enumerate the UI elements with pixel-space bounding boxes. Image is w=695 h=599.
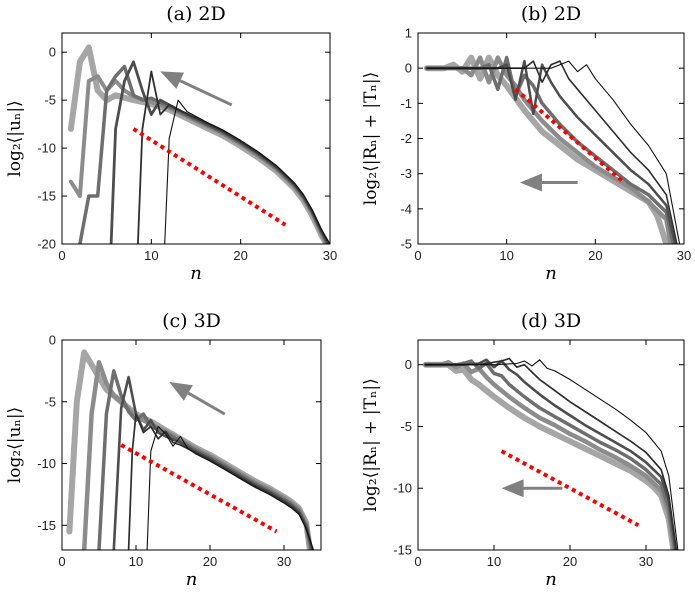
y-tick-label: 0: [405, 61, 412, 76]
panel-c: 0 10 20 30 0 -5 -10 -15 (c) 3D n log₂⟨|uₙ|⟩: [5, 310, 322, 590]
arrow-shaft: [187, 391, 226, 416]
x-tick-label: 10: [144, 248, 158, 263]
x-axis-label: n: [186, 569, 198, 590]
y-tick-label: -5: [400, 237, 412, 252]
reference-slope-line: [132, 127, 287, 227]
x-tick-label: 20: [588, 248, 602, 263]
y-tick-label: 0: [405, 357, 412, 372]
panel-d: 0 10 20 30 0 -5 -10 -15 (d) 3D n log₂⟨|Rₙ| + |Tₙ|⟩: [361, 310, 685, 590]
series-curve-4: [112, 375, 314, 550]
panel-a: 0 10 20 30 0 -5 -10 -15 -20 (a) 2D n log₂⟨|uₙ|⟩: [5, 3, 337, 284]
series-curve-5: [127, 413, 314, 550]
y-axis-label: log₂⟨|uₙ|⟩: [5, 100, 25, 176]
series-curve-5: [137, 70, 330, 244]
plot-area: [423, 54, 681, 244]
y-tick-label: -3: [400, 166, 412, 181]
axes-frame: [417, 339, 685, 551]
reference-slope-line: [120, 443, 278, 534]
series-curve-1: [67, 44, 330, 244]
x-tick-label: 30: [677, 248, 691, 263]
series-curve-4: [109, 60, 330, 244]
series-curve-4: [424, 358, 677, 550]
y-tick-label: -10: [393, 481, 412, 496]
x-tick-label: 30: [277, 554, 291, 569]
series-curve-1: [423, 54, 670, 244]
y-tick-label: -15: [37, 518, 56, 533]
y-axis-label: log₂⟨|uₙ|⟩: [5, 407, 25, 483]
chart-title: (a) 2D: [166, 3, 226, 25]
y-tick-label: 1: [405, 26, 412, 41]
x-axis-label: n: [545, 569, 557, 590]
plot-area: [66, 349, 315, 550]
arrow-head: [501, 479, 524, 498]
series-curve-6: [164, 99, 330, 244]
y-tick-label: -4: [400, 201, 412, 216]
series-curve-3: [97, 369, 314, 550]
y-tick-label: -5: [44, 93, 56, 108]
y-tick-label: -5: [44, 394, 56, 409]
x-tick-label: 20: [203, 554, 217, 569]
arrow-head: [169, 382, 193, 401]
plot-area: [67, 44, 330, 244]
x-tick-label: 30: [323, 248, 337, 263]
x-tick-label: 10: [487, 554, 501, 569]
arrow-shaft: [179, 79, 233, 107]
x-tick-label: 20: [563, 554, 577, 569]
y-axis-label: log₂⟨|Rₙ| + |Tₙ|⟩: [361, 72, 381, 205]
y-tick-label: -20: [37, 237, 56, 252]
x-tick-label: 10: [499, 248, 513, 263]
x-tick-label: 0: [414, 248, 421, 263]
series-curve-6: [146, 425, 315, 550]
series-curve-6: [425, 359, 679, 550]
x-tick-label: 0: [414, 554, 421, 569]
x-tick-label: 30: [639, 554, 653, 569]
y-tick-label: -1: [400, 96, 412, 111]
y-tick-label: -2: [400, 131, 412, 146]
y-tick-label: 0: [49, 45, 56, 60]
x-tick-label: 0: [58, 248, 65, 263]
series-curve-2: [424, 55, 673, 244]
x-tick-label: 20: [233, 248, 247, 263]
y-tick-label: -10: [37, 456, 56, 471]
series-curve-6: [426, 60, 681, 244]
chart-title: (b) 2D: [521, 3, 581, 25]
x-axis-label: n: [190, 263, 202, 284]
x-tick-label: 10: [129, 554, 143, 569]
x-tick-label: 0: [58, 554, 65, 569]
y-tick-label: -10: [37, 141, 56, 156]
series-curve-1: [422, 361, 677, 550]
reference-slope-line: [500, 449, 640, 528]
chart-title: (d) 3D: [521, 310, 581, 332]
y-tick-label: -5: [400, 419, 412, 434]
y-tick-label: 0: [49, 333, 56, 348]
axes-frame: [61, 32, 331, 245]
chart-title: (c) 3D: [162, 310, 221, 332]
arrow-head: [160, 71, 185, 89]
y-tick-label: -15: [37, 189, 56, 204]
series-curve-3: [425, 55, 676, 244]
series-curve-4: [425, 59, 677, 244]
plot-area: [422, 357, 679, 550]
arrow-head: [519, 173, 542, 192]
series-curve-5: [426, 60, 678, 244]
y-axis-label: log₂⟨|Rₙ| + |Tₙ|⟩: [361, 378, 381, 511]
x-axis-label: n: [545, 263, 557, 284]
y-tick-label: -15: [393, 543, 412, 558]
series-curve-5: [424, 357, 678, 550]
axes-frame: [61, 339, 322, 551]
